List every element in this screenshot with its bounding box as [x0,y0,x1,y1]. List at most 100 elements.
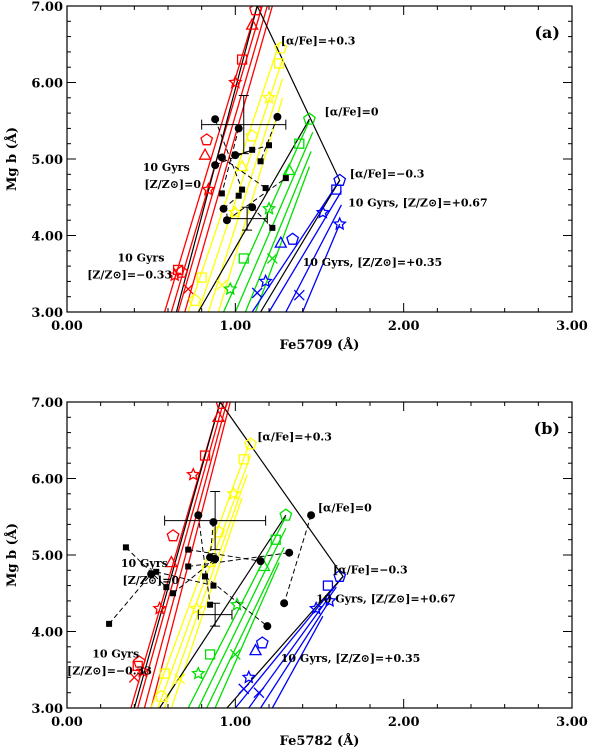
x-tick-label: 2.00 [388,319,420,334]
dashed-link [156,571,214,587]
data-point-circle [219,204,228,213]
diamond-outline [133,402,344,708]
data-point-circle [285,548,294,557]
model-line [260,600,331,708]
data-point-square [185,563,192,570]
diamond-line [159,514,287,708]
model-marker [223,281,238,296]
model-marker [188,293,202,307]
model-marker [159,668,170,679]
model-marker [279,508,293,521]
annotation-label: [α/Fe]=+0.3 [257,430,332,443]
x-axis-label: Fe5782 (Å) [280,733,360,748]
annotation-label: [Z/Z⊙]=0 [123,574,180,587]
data-point-square [170,590,177,597]
data-point-square [153,568,160,575]
data-point-circle [217,153,226,162]
model-line [150,440,252,708]
dashed-link [221,128,240,194]
model-line [285,204,342,312]
model-marker [200,133,214,146]
data-point-square [239,186,246,193]
model-marker [322,593,337,608]
panel-label: (b) [534,419,560,438]
model-line [268,190,342,312]
model-marker [135,663,151,678]
x-tick-label: 0.00 [51,715,83,730]
data-point-circle [307,511,316,520]
annotation-label: 10 Gyrs, [Z/Z⊙]=+0.67 [316,592,456,605]
model-marker [175,265,188,278]
diamond-line [197,118,310,312]
data-point-square [210,582,217,589]
model-line [251,180,341,312]
annotation-label: [Z/Z⊙]=0 [144,178,201,191]
model-line [150,402,231,708]
data-point-circle [222,216,231,225]
annotation-label: [α/Fe]=+0.3 [281,34,356,47]
y-tick-label: 5.00 [31,549,63,564]
model-marker [212,525,225,538]
model-marker [185,467,201,481]
data-point-square [207,601,214,608]
data-point-square [185,546,192,553]
model-line [197,527,287,708]
data-point-square [235,192,242,199]
model-line [244,151,312,312]
model-line [271,615,324,708]
model-marker [211,409,226,422]
model-marker [228,205,243,219]
annotation-label: [α/Fe]=0 [325,105,379,118]
y-tick-label: 4.00 [31,626,63,641]
diamond-outline [175,6,341,312]
model-marker [201,181,216,196]
model-marker [294,138,305,149]
model-line [184,6,273,312]
model-marker [215,402,229,410]
annotation-label: [α/Fe]=0 [318,501,372,514]
model-marker [189,600,204,615]
dashed-link [197,515,211,605]
data-point-circle [231,151,240,160]
model-marker [132,655,146,668]
panel-b: 0.00 1.00 2.00 3.00 3.00 4.00 5.00 6.00 7.00 Fe57… [4,396,588,748]
model-marker [322,580,334,591]
data-point-circle [234,124,243,133]
model-marker [174,673,186,685]
model-marker [333,173,347,186]
model-line [302,223,341,312]
model-marker [228,74,243,89]
x-tick-label: 3.00 [556,319,588,334]
model-marker [245,17,259,30]
x-tick-label: 1.00 [219,715,251,730]
annotation-label: 10 Gyrs, [Z/Z⊙]=+0.35 [281,652,421,665]
annotation-label: 10 Gyrs [121,557,168,570]
model-marker [152,600,167,615]
model-marker [333,569,347,582]
model-marker [238,683,250,695]
annotation-label: 10 Gyrs [118,252,165,265]
data-point-circle [211,161,220,170]
model-marker [236,54,248,65]
x-axis-label: Fe5709 (Å) [280,337,360,353]
data-point-circle [280,599,289,608]
model-line [187,44,280,312]
dashed-link [188,552,290,567]
annotation-label: 10 Gyrs [143,161,190,174]
data-point-circle [248,203,257,212]
data-point-square [249,146,256,153]
model-marker [128,671,140,683]
model-line [143,402,228,708]
model-marker [286,232,300,245]
model-marker [255,636,269,649]
model-marker [258,273,273,288]
model-marker [198,147,212,160]
data-point-circle [211,554,220,563]
model-marker [274,235,288,248]
data-point-circle [147,570,156,579]
error-bar [197,602,233,627]
dashed-link [251,206,273,229]
dashed-link [125,546,167,588]
model-line [214,562,280,708]
y-tick-label: 5.00 [31,153,63,168]
